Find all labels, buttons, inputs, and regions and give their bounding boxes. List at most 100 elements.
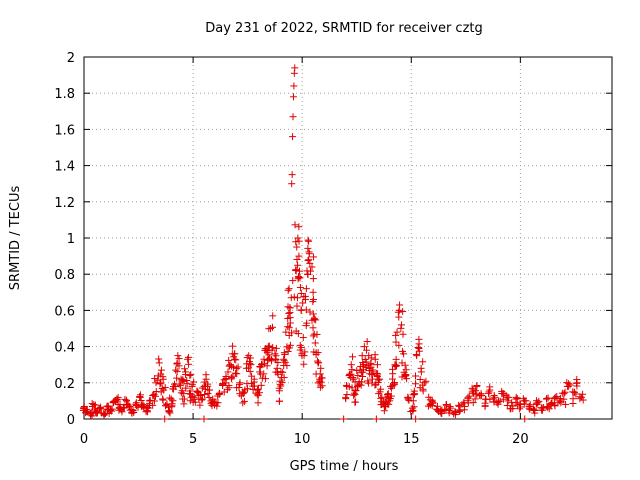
- data-point: [358, 378, 366, 386]
- data-point: [224, 368, 232, 376]
- data-point: [295, 223, 303, 231]
- data-point: [369, 375, 377, 383]
- data-point: [263, 347, 271, 355]
- data-point: [222, 372, 230, 380]
- data-point: [175, 380, 183, 388]
- data-point: [392, 338, 400, 346]
- data-point: [572, 390, 580, 398]
- data-point: [275, 397, 283, 405]
- data-point: [284, 347, 292, 355]
- data-point: [175, 362, 183, 370]
- data-point: [441, 405, 449, 413]
- data-point: [491, 393, 499, 401]
- data-point: [361, 356, 369, 364]
- data-point: [398, 373, 406, 381]
- data-point: [310, 314, 318, 322]
- data-point: [113, 396, 121, 404]
- data-point: [309, 332, 317, 340]
- y-axis: 0 0.2 0.4 0.6 0.8 1 1.2 1.4 1.6 1.8 2: [54, 51, 612, 428]
- data-point: [285, 285, 293, 293]
- data-point: [401, 372, 409, 380]
- data-point: [520, 397, 528, 405]
- y-tick-label: 0.2: [54, 377, 75, 392]
- data-point: [187, 371, 195, 379]
- data-point: [216, 389, 224, 397]
- data-point: [399, 307, 407, 315]
- data-point: [300, 293, 308, 301]
- data-point: [301, 348, 309, 356]
- data-point: [232, 369, 240, 377]
- data-point: [180, 400, 188, 408]
- data-point: [202, 371, 210, 379]
- data-point: [289, 133, 297, 141]
- data-point: [214, 399, 222, 407]
- data-point: [189, 398, 197, 406]
- data-point: [112, 397, 120, 405]
- data-point: [504, 397, 512, 405]
- data-point: [317, 378, 325, 386]
- data-point: [295, 252, 303, 260]
- data-point: [280, 357, 288, 365]
- data-point: [151, 392, 159, 400]
- data-point: [173, 374, 181, 382]
- data-point: [416, 376, 424, 384]
- data-point: [288, 329, 296, 337]
- data-point: [239, 399, 247, 407]
- data-point: [124, 401, 132, 409]
- data-point: [302, 285, 310, 293]
- data-point: [387, 392, 395, 400]
- data-point: [318, 374, 326, 382]
- data-point: [486, 383, 494, 391]
- data-point: [309, 298, 317, 306]
- data-point: [150, 397, 158, 405]
- data-point: [502, 391, 510, 399]
- data-point: [176, 382, 184, 390]
- data-point: [543, 395, 551, 403]
- data-point: [318, 382, 326, 390]
- data-point: [229, 342, 237, 350]
- data-point: [178, 387, 186, 395]
- data-point: [130, 408, 138, 416]
- data-point: [282, 328, 290, 336]
- data-point: [277, 368, 285, 376]
- data-point: [167, 395, 175, 403]
- data-point: [288, 171, 296, 179]
- data-point: [285, 324, 293, 332]
- data-point: [159, 373, 167, 381]
- data-point: [364, 377, 372, 385]
- data-point: [348, 384, 356, 392]
- data-point: [278, 378, 286, 386]
- data-point: [530, 407, 538, 415]
- data-point: [265, 325, 273, 333]
- data-point: [363, 346, 371, 354]
- data-point: [302, 306, 310, 314]
- data-point: [293, 302, 301, 310]
- data-point: [172, 383, 180, 391]
- data-point: [410, 387, 418, 395]
- data-point: [415, 340, 423, 348]
- data-point: [275, 387, 283, 395]
- data-point: [311, 339, 319, 347]
- data-point: [376, 375, 384, 383]
- data-point: [206, 386, 214, 394]
- data-point: [257, 361, 265, 369]
- data-point: [232, 356, 240, 364]
- data-point: [349, 353, 357, 361]
- data-point: [256, 389, 264, 397]
- data-point: [272, 355, 280, 363]
- data-point: [258, 374, 266, 382]
- data-point: [274, 359, 282, 367]
- data-point: [412, 380, 420, 388]
- data-point: [392, 361, 400, 369]
- data-point: [277, 382, 285, 390]
- data-point: [249, 382, 257, 390]
- x-tick-label: 15: [403, 432, 420, 447]
- data-point: [146, 396, 154, 404]
- data-point: [165, 407, 173, 415]
- data-point: [484, 389, 492, 397]
- data-point: [284, 286, 292, 294]
- data-point: [412, 351, 420, 359]
- data-point: [392, 355, 400, 363]
- data-point: [419, 358, 427, 366]
- data-point: [182, 384, 190, 392]
